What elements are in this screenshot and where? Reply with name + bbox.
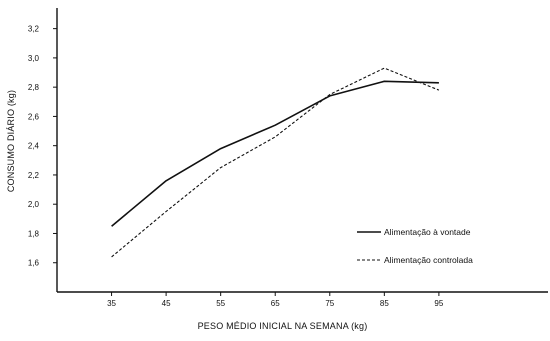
x-tick-label: 65	[271, 299, 280, 308]
y-tick-label: 1,6	[28, 259, 40, 268]
legend-label-2: Alimentação controlada	[384, 255, 473, 265]
y-tick-label: 2,6	[28, 112, 40, 121]
x-tick-label: 45	[162, 299, 171, 308]
y-tick-label: 2,4	[28, 142, 40, 151]
x-tick-label: 35	[107, 299, 116, 308]
y-tick-label: 3,2	[28, 25, 40, 34]
x-tick-label: 55	[216, 299, 225, 308]
y-axis-ticks: 1,6 1,8 2,0 2,2 2,4 2,6 2,8 3,0 3,2	[28, 25, 57, 268]
y-tick-label: 1,8	[28, 229, 40, 238]
legend: Alimentação à vontade Alimentação control…	[357, 227, 473, 265]
x-axis-title: PESO MÉDIO INICIAL NA SEMANA (kg)	[198, 321, 368, 331]
x-tick-label: 85	[380, 299, 389, 308]
series-line-2	[111, 67, 440, 258]
x-tick-label: 75	[325, 299, 334, 308]
axes	[56, 8, 548, 293]
y-tick-label: 2,8	[28, 83, 40, 92]
y-axis-title: CONSUMO DIÁRIO (kg)	[6, 90, 16, 192]
y-tick-label: 3,0	[28, 54, 40, 63]
legend-label-1: Alimentação à vontade	[384, 227, 471, 237]
y-tick-label: 2,2	[28, 171, 40, 180]
series-line-1	[111, 80, 439, 227]
x-tick-label: 95	[434, 299, 443, 308]
y-tick-label: 2,0	[28, 200, 40, 209]
series-layer	[111, 67, 440, 258]
x-axis-ticks: 35 45 55 65 75 85 95	[107, 292, 444, 308]
